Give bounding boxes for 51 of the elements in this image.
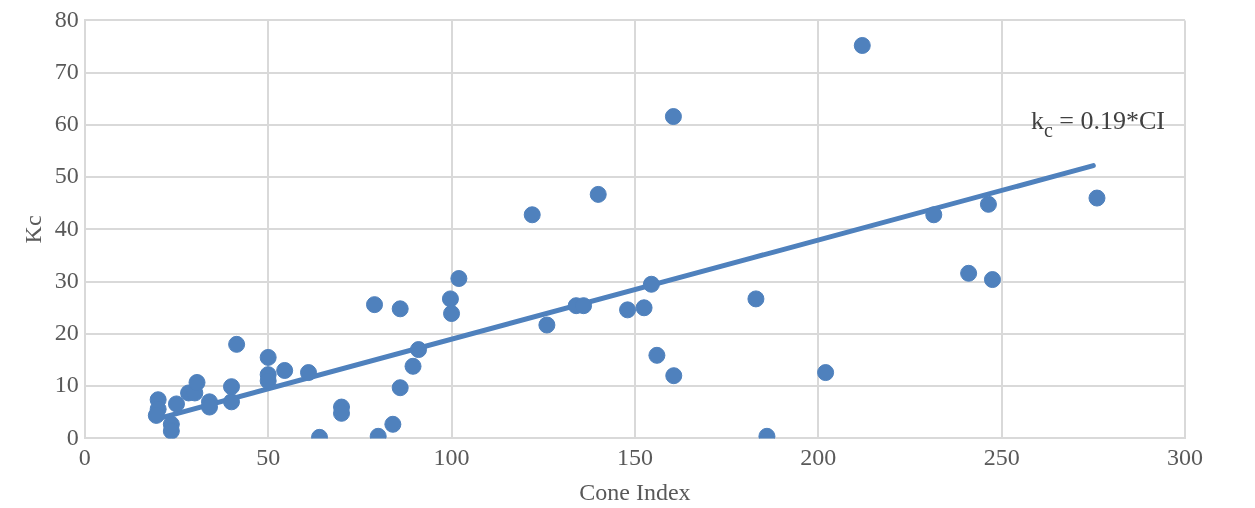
point [817,364,835,382]
x-tick-label: 300 [1167,444,1203,471]
point [259,348,277,366]
y-tick-label: 50 [54,162,79,189]
point [642,275,660,293]
point [441,290,459,308]
point [665,367,683,385]
point [1088,189,1106,207]
y-tick-label: 70 [54,57,79,84]
y-tick-label: 80 [54,5,79,32]
y-tick-label: 40 [54,214,79,241]
y-tick-label: 20 [54,319,79,346]
point [747,290,765,308]
point [300,364,318,382]
x-tick-label: 100 [433,444,470,471]
x-tick-label: 150 [616,444,653,471]
point [384,415,402,433]
x-axis-title: Cone Index [579,478,691,505]
point [960,264,978,282]
y-tick-label: 60 [54,110,79,137]
point [222,393,240,411]
point [391,379,409,397]
point [635,299,653,317]
x-tick-label: 250 [983,444,1020,471]
point [188,373,206,391]
point [404,357,422,375]
y-tick-label: 30 [54,266,79,293]
point [979,195,997,213]
point [925,206,943,224]
point [664,108,682,126]
y-tick-label: 10 [54,371,79,398]
point [853,36,871,54]
point [443,305,461,323]
point [228,335,246,353]
x-tick-label: 50 [256,444,281,471]
point [222,378,240,396]
point [538,316,556,334]
point [366,296,384,314]
point [983,271,1001,289]
y-axis-title: Kc [19,215,46,244]
point [167,395,185,413]
point [619,301,637,319]
point [648,346,666,364]
point [410,341,428,359]
x-tick-label: 200 [800,444,837,471]
point [450,270,468,288]
y-tick-label: 0 [66,423,79,450]
point [523,206,541,224]
point [589,185,607,203]
point [391,300,409,318]
point [276,361,294,379]
